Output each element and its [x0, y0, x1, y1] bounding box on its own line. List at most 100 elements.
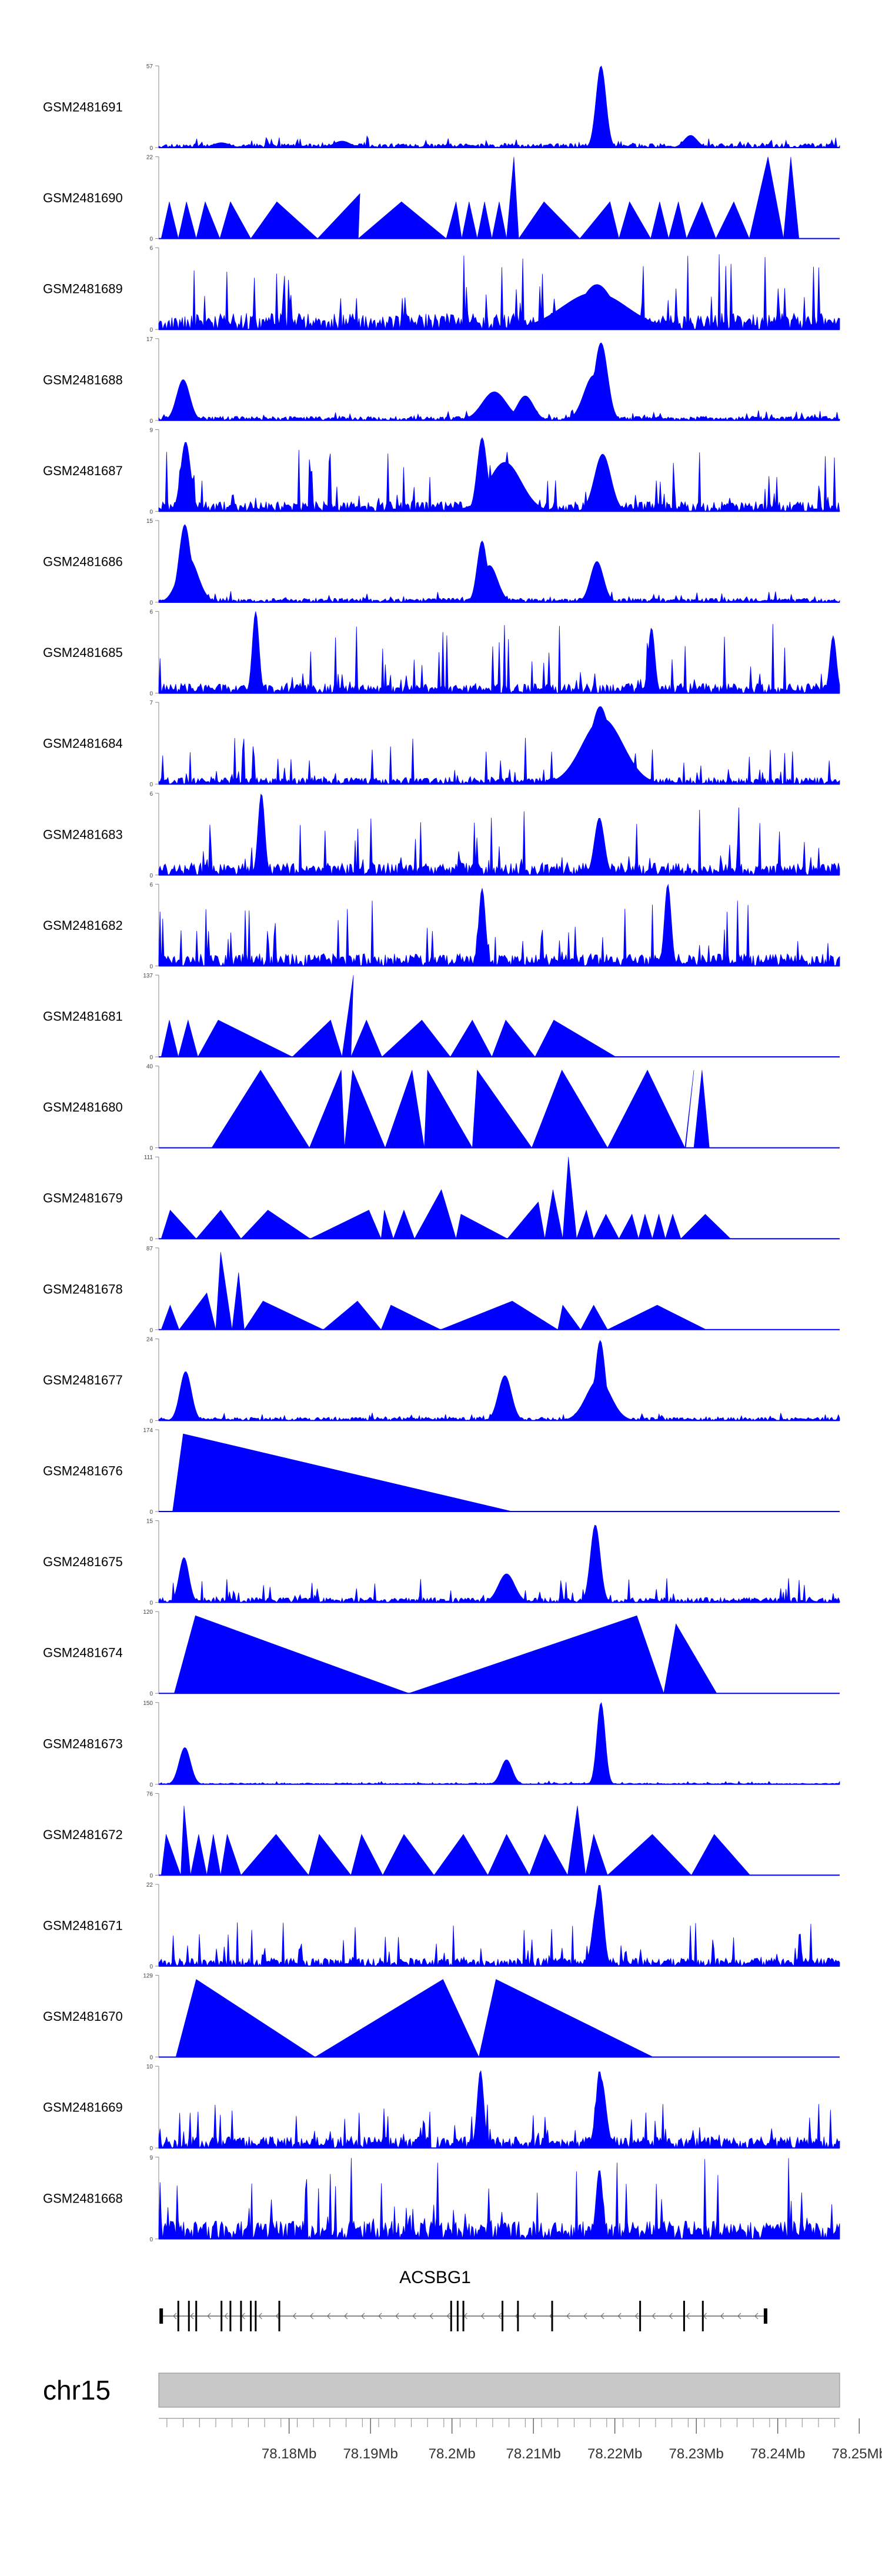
y-min-label: 0 [149, 1146, 153, 1152]
track-label: GSM2481683 [43, 827, 123, 842]
strand-arrow [566, 2313, 570, 2320]
track-label: GSM2481685 [43, 645, 123, 660]
y-max-label: 174 [143, 1427, 153, 1434]
y-min-label: 0 [149, 1509, 153, 1516]
strand-arrow [344, 2313, 348, 2320]
coverage-peak [652, 1213, 666, 1239]
coverage-area [158, 524, 840, 603]
track-GSM2481672: GSM2481672 76 0 [43, 1791, 840, 1879]
y-min-label: 0 [149, 1327, 153, 1334]
strand-arrow [275, 2313, 279, 2320]
y-min-label: 0 [149, 327, 153, 333]
coverage-peak [178, 1019, 198, 1057]
coverage-peak [380, 1304, 441, 1330]
y-max-label: 22 [146, 1882, 153, 1888]
coverage-peak [196, 201, 220, 239]
coverage-peak [243, 1300, 323, 1330]
track-GSM2481675: GSM2481675 15 0 [43, 1519, 840, 1607]
track-GSM2481677: GSM2481677 24 0 [43, 1336, 840, 1424]
track-label: GSM2481669 [43, 2100, 123, 2115]
coverage-peak [161, 201, 179, 239]
coverage-area [158, 1885, 840, 1967]
track-GSM2481689: GSM2481689 6 0 [43, 245, 840, 333]
coverage-peak [211, 1069, 310, 1148]
track-GSM2481679: GSM2481679 111 0 [43, 1154, 840, 1243]
gene-exon [502, 2301, 504, 2331]
coverage-peak [173, 1615, 409, 1694]
coverage-peak [350, 1019, 382, 1057]
coverage-peak [492, 201, 507, 239]
track-label: GSM2481682 [43, 918, 123, 933]
coverage-peak [190, 1834, 208, 1876]
coverage-area [158, 1524, 840, 1604]
x-tick-label: 78.21Mb [506, 2446, 560, 2462]
coverage-peak [567, 1806, 586, 1876]
y-max-label: 150 [143, 1700, 153, 1707]
strand-arrow [669, 2313, 673, 2320]
y-max-label: 24 [146, 1336, 153, 1343]
coverage-peak [562, 1157, 577, 1239]
coverage-peak [691, 1834, 751, 1876]
coverage-peak [232, 1272, 245, 1330]
x-tick-label: 78.18Mb [262, 2446, 316, 2462]
coverage-peak [393, 1209, 415, 1239]
coverage-area [158, 706, 840, 785]
coverage-peak [178, 201, 197, 239]
coverage-peak [607, 1834, 692, 1876]
coverage-area [158, 2158, 840, 2240]
coverage-peak [680, 1214, 731, 1239]
strand-arrow [309, 2313, 314, 2320]
track-GSM2481670: GSM2481670 129 0 [43, 1973, 840, 2061]
coverage-peak [179, 1292, 216, 1330]
strand-arrow [634, 2313, 639, 2320]
y-min-label: 0 [149, 236, 153, 243]
strand-arrow [652, 2313, 656, 2320]
coverage-peak [531, 1069, 608, 1148]
coverage-peak [580, 1304, 608, 1330]
gene-exon [159, 2308, 163, 2324]
y-max-label: 6 [149, 791, 153, 798]
track-GSM2481674: GSM2481674 120 0 [43, 1609, 840, 1697]
coverage-peak [381, 1020, 451, 1057]
coverage-peak [663, 1623, 717, 1694]
y-max-label: 40 [146, 1064, 153, 1070]
gene-exon [177, 2301, 179, 2331]
coverage-peak [358, 201, 447, 239]
strand-arrow [361, 2313, 365, 2320]
coverage-peak [196, 1210, 242, 1239]
track-label: GSM2481671 [43, 1918, 123, 1933]
strand-arrow [173, 2313, 177, 2320]
coverage-peak [668, 201, 687, 239]
coverage-peak [461, 201, 477, 239]
y-min-label: 0 [149, 2145, 153, 2152]
strand-arrow [480, 2313, 485, 2320]
coverage-peak [172, 1433, 513, 1512]
strand-arrow [497, 2313, 502, 2320]
coverage-peak [576, 1209, 594, 1239]
track-label: GSM2481677 [43, 1373, 123, 1387]
gene-label: ACSBG1 [399, 2268, 471, 2287]
y-min-label: 0 [149, 1236, 153, 1243]
coverage-peak [380, 1210, 394, 1239]
coverage-peak [342, 975, 354, 1057]
coverage-peak [161, 1834, 181, 1876]
track-label: GSM2481684 [43, 736, 123, 751]
track-label: GSM2481670 [43, 2009, 123, 2024]
coverage-peak [619, 201, 652, 239]
coverage-peak [308, 1834, 352, 1876]
track-GSM2481669: GSM2481669 10 0 [43, 2064, 840, 2152]
track-label: GSM2481675 [43, 1554, 123, 1569]
gene-exon [683, 2301, 685, 2331]
coverage-peak [450, 1019, 493, 1057]
coverage-peak [240, 1210, 311, 1239]
x-tick-label: 78.23Mb [669, 2446, 724, 2462]
y-min-label: 0 [149, 1964, 153, 1970]
x-tick-label: 78.22Mb [587, 2446, 642, 2462]
gene-exon [701, 2301, 704, 2331]
y-max-label: 15 [146, 1519, 153, 1525]
strand-arrow [617, 2313, 622, 2320]
coverage-peak [197, 1020, 293, 1057]
gene-exon [255, 2301, 257, 2331]
track-GSM2481688: GSM2481688 17 0 [43, 336, 840, 425]
y-min-label: 0 [149, 1600, 153, 1607]
